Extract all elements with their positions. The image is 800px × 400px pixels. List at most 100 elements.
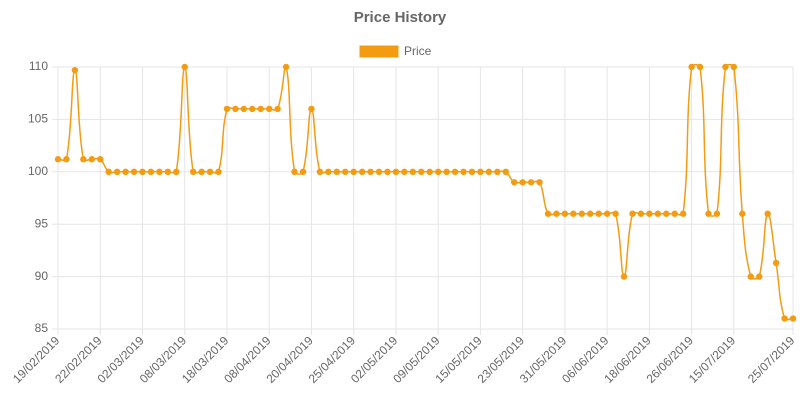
data-point	[485, 168, 493, 175]
data-point	[688, 63, 695, 71]
data-point	[587, 210, 594, 217]
data-point	[671, 210, 678, 217]
data-point	[274, 105, 281, 113]
data-point	[511, 179, 518, 186]
x-tick-label: 25/07/2019	[745, 333, 798, 386]
data-point	[257, 105, 264, 113]
data-point	[113, 168, 121, 175]
data-point	[215, 168, 222, 175]
y-tick-label: 100	[28, 164, 48, 178]
data-point	[781, 315, 788, 322]
data-point	[603, 210, 611, 217]
data-point	[494, 168, 501, 175]
data-point	[764, 210, 771, 217]
data-point	[519, 179, 526, 186]
data-point	[122, 168, 129, 175]
legend-label: Price	[404, 44, 432, 58]
data-point	[358, 168, 366, 175]
data-point	[696, 63, 704, 71]
data-point	[173, 168, 180, 175]
data-point	[71, 66, 79, 74]
data-point	[536, 179, 543, 186]
data-point	[460, 168, 467, 175]
data-point	[342, 168, 349, 175]
data-point	[105, 168, 112, 175]
data-point	[375, 168, 383, 175]
data-point	[570, 210, 577, 217]
data-point	[232, 105, 239, 113]
data-point	[477, 168, 484, 175]
data-point	[426, 168, 433, 175]
data-point	[663, 210, 670, 217]
data-point	[637, 210, 645, 217]
data-point	[308, 105, 315, 113]
data-point	[553, 210, 560, 217]
data-point	[223, 105, 231, 113]
data-point	[189, 168, 197, 175]
data-point	[713, 210, 721, 217]
data-point	[164, 168, 172, 175]
data-point	[130, 168, 138, 175]
data-point	[654, 210, 662, 217]
data-point	[299, 168, 307, 175]
data-point	[409, 168, 417, 175]
data-point	[156, 168, 163, 175]
price-line	[57, 63, 794, 321]
data-point	[181, 63, 188, 71]
data-point	[527, 179, 535, 186]
y-tick-label: 95	[35, 216, 49, 230]
data-point	[434, 168, 442, 175]
data-point	[147, 168, 155, 175]
data-point	[739, 210, 746, 217]
chart-title: Price History	[354, 9, 447, 26]
data-point	[629, 210, 636, 217]
data-point	[502, 168, 509, 175]
y-tick-label: 90	[35, 269, 49, 283]
data-point	[646, 210, 653, 217]
data-point	[789, 315, 797, 322]
data-point	[139, 168, 146, 175]
data-point	[282, 63, 290, 71]
data-point	[392, 168, 400, 175]
data-point	[63, 156, 70, 163]
data-point	[468, 168, 476, 175]
data-point	[730, 63, 738, 71]
y-tick-label: 105	[28, 112, 48, 126]
data-point	[384, 168, 391, 175]
data-point	[206, 168, 214, 175]
data-point	[595, 210, 602, 217]
data-point	[679, 210, 687, 217]
data-point	[316, 168, 324, 175]
data-point	[401, 168, 408, 175]
data-point	[747, 273, 754, 280]
data-point	[561, 210, 569, 217]
data-point	[578, 210, 585, 217]
data-point	[266, 105, 273, 113]
data-point	[333, 168, 340, 175]
data-point	[350, 168, 357, 175]
data-point	[756, 273, 763, 280]
data-point	[451, 168, 459, 175]
legend-swatch	[359, 45, 399, 58]
data-point	[54, 156, 62, 163]
data-point	[772, 259, 780, 267]
data-point	[612, 210, 619, 217]
data-point	[198, 168, 205, 175]
data-point	[544, 210, 552, 217]
data-point	[88, 156, 95, 163]
data-point	[291, 168, 298, 175]
data-point	[367, 168, 374, 175]
y-tick-label: 110	[29, 59, 48, 73]
data-point	[620, 273, 628, 280]
data-point	[443, 168, 450, 175]
data-point	[418, 168, 425, 175]
data-point	[722, 63, 729, 71]
y-tick-label: 85	[35, 321, 49, 335]
data-point	[80, 156, 87, 163]
data-point	[240, 105, 248, 113]
data-point	[97, 156, 104, 163]
data-point	[249, 105, 256, 113]
data-point	[705, 210, 712, 217]
